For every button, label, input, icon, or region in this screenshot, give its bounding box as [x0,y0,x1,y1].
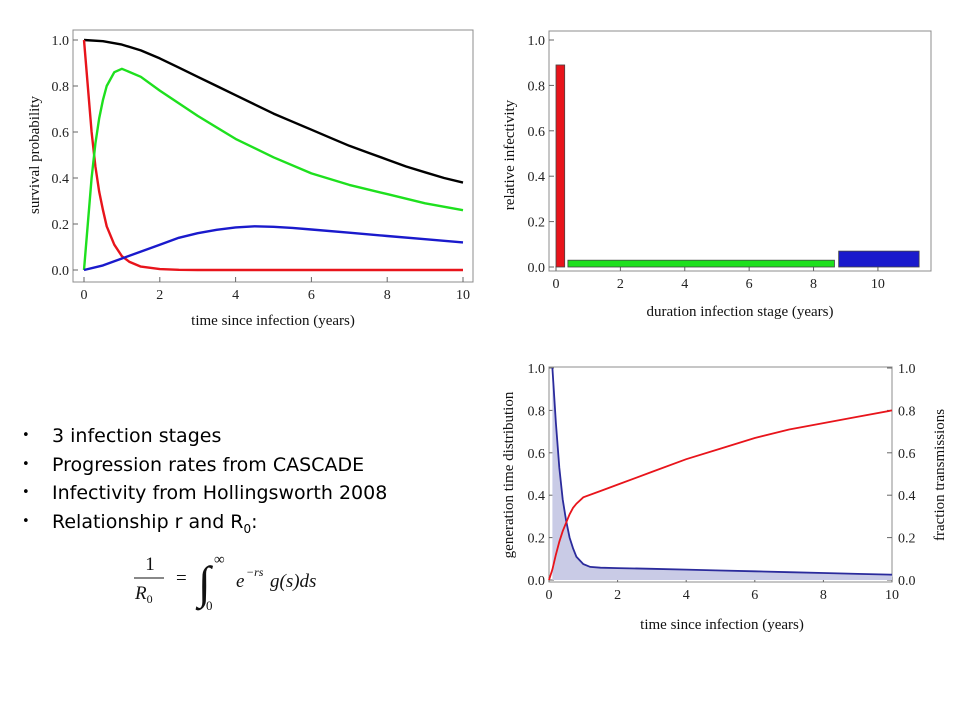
generation-y-tick-label: 0.6 [528,447,546,462]
survival-x-tick-label: 4 [232,288,239,303]
survival-frame [72,29,474,283]
bullet-list: • 3 infection stages • Progression rates f… [20,422,387,543]
infectivity-y-tick-label: 0.6 [528,125,546,140]
survival-y-tick-label: 0.6 [52,126,70,141]
formula-integral-sign: ∫ [195,557,213,611]
generation-y-tick-label: 0.8 [528,404,546,419]
generation-y-tick-label: 0.4 [528,489,546,504]
survival-x-tick-label: 6 [308,288,315,303]
survival-x-tick-label: 0 [81,288,88,303]
generation-x-axis-label: time since infection (years) [640,617,804,633]
formula-exponent: −rs [246,565,264,579]
generation-plot-area: 0 2 4 6 8 100.0 0.00.2 0.20.4 0.40.6 0.60.8 0.81.0… [528,362,916,603]
survival-red-line [82,39,463,272]
generation-x-tick-label: 6 [751,588,758,603]
infectivity-x-tick-label: 8 [810,277,817,292]
infectivity-y-tick-label: 0.4 [528,170,546,185]
survival-y-tick-label: 0.0 [52,264,70,279]
survival-x-axis-label: time since infection (years) [191,313,355,329]
bullet-item: • 3 infection stages [20,422,387,451]
generation-area-fill [552,368,892,580]
formula-lower-limit: 0 [206,598,213,613]
r0-formula: 1 R0 = ∫ ∞ 0 e −rs g(s)ds [134,552,316,613]
infectivity-y-axis-label: relative infectivity [502,99,518,210]
generation-y2-tick-label: 0.2 [898,532,916,547]
formula-equals: = [176,568,187,589]
survival-blue-line [83,225,464,272]
infectivity-x-tick-label: 2 [617,277,624,292]
infectivity-x-tick-label: 10 [871,277,885,292]
generation-y-tick-label: 1.0 [528,362,546,377]
survival-y-tick-label: 0.2 [52,218,70,233]
generation-y-tick-label: 0.0 [528,574,546,589]
survival-y-tick-label: 0.8 [52,80,70,95]
survival-x-tick-label: 8 [384,288,391,303]
infectivity-y-tick-label: 1.0 [528,34,546,49]
survival-x-tick-label: 10 [456,288,470,303]
generation-frame [548,366,893,583]
infectivity-y-tick-label: 0.2 [528,216,546,231]
infectivity-x-tick-label: 0 [553,277,560,292]
survival-green-line [82,67,464,271]
infectivity-x-axis-label: duration infection stage (years) [646,304,833,320]
generation-navy-line [551,367,893,576]
survival-y-axis-label: survival probability [27,96,43,214]
generation-y2-tick-label: 0.4 [898,489,916,504]
generation-x-tick-label: 10 [885,588,899,603]
infectivity-x-tick-label: 6 [746,277,753,292]
generation-y2-tick-label: 0.6 [898,447,916,462]
bullet-item: • Relationship r and R0: [20,508,387,543]
generation-y-tick-label: 0.2 [528,532,546,547]
generation-x-tick-label: 2 [614,588,621,603]
generation-red-line [548,409,893,581]
infectivity-red-bar [555,64,566,268]
generation-y2-axis-label: fraction transmissions [932,409,948,541]
survival-y-tick-label: 1.0 [52,34,70,49]
survival-x-tick-label: 2 [156,288,163,303]
formula-integrand: e [236,571,244,592]
infectivity-plot-area: 0 2 4 6 8 10 0.0 0.2 0.4 0.6 0.8 1.0 [528,30,932,292]
survival-black-line [83,38,464,184]
generation-x-tick-label: 4 [683,588,690,603]
generation-y2-tick-label: 0.0 [898,574,916,589]
formula-upper-limit: ∞ [214,552,225,568]
infectivity-x-tick-label: 4 [681,277,688,292]
bullet-item: • Infectivity from Hollingsworth 2008 [20,479,387,508]
infectivity-frame [548,30,932,272]
survival-y-tick-label: 0.4 [52,172,70,187]
bullet-dot-icon: • [22,428,30,443]
bullet-dot-icon: • [22,485,30,500]
infectivity-y-tick-label: 0.0 [528,261,546,276]
formula-denominator: R0 [134,583,153,606]
bullet-item: • Progression rates from CASCADE [20,451,387,480]
formula-rest: g(s)ds [270,571,316,592]
generation-x-tick-label: 0 [546,588,553,603]
generation-y2-tick-label: 1.0 [898,362,916,377]
formula-numerator: 1 [145,554,155,575]
infectivity-green-bar [567,259,835,268]
survival-plot-area: 0 2 4 6 8 10 0.0 0.2 0.4 0.6 0.8 1.0 [52,29,474,303]
generation-y2-tick-label: 0.8 [898,404,916,419]
generation-x-tick-label: 8 [820,588,827,603]
bullet-dot-icon: • [22,513,30,529]
bullet-dot-icon: • [22,456,30,472]
infectivity-y-tick-label: 0.8 [528,79,546,94]
infectivity-blue-bar [838,250,920,268]
generation-y-axis-label: generation time distribution [501,391,517,558]
